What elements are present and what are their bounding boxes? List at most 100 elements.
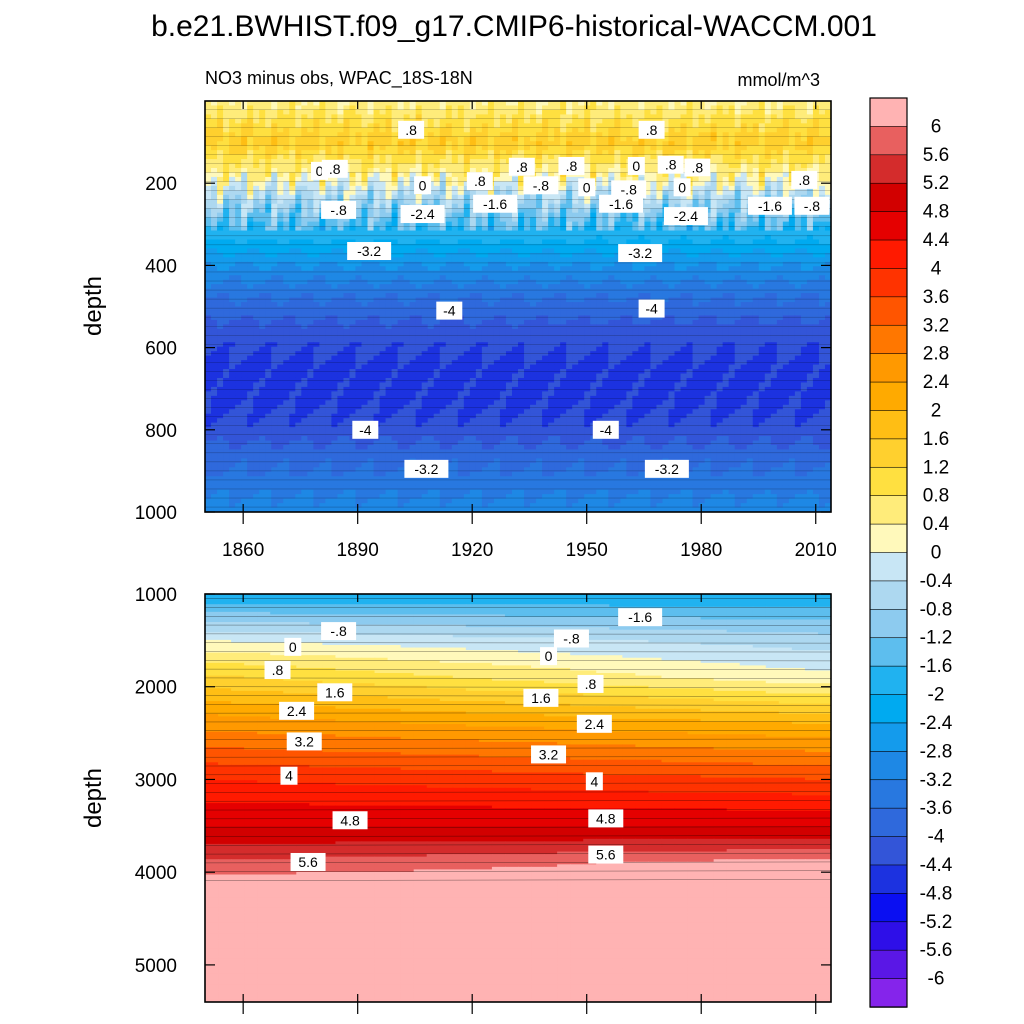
upper-field-cell: [367, 221, 375, 227]
upper-field-cell: [259, 266, 266, 272]
upper-field-cell: [704, 270, 712, 276]
upper-field-cell: [530, 279, 537, 285]
upper-field-cell: [487, 145, 495, 151]
upper-field-cell: [746, 275, 754, 281]
upper-field-cell: [632, 226, 639, 232]
upper-field-cell: [469, 257, 477, 263]
upper-field-cell: [451, 293, 459, 299]
upper-field-cell: [457, 230, 465, 236]
upper-field-cell: [746, 141, 754, 147]
upper-field-cell: [776, 297, 784, 303]
upper-field-cell: [572, 190, 579, 196]
upper-field-cell: [337, 217, 345, 223]
upper-field-cell: [367, 185, 375, 191]
upper-field-cell: [824, 172, 831, 178]
upper-field-cell: [229, 168, 236, 174]
upper-field-cell: [650, 279, 658, 285]
upper-field-cell: [277, 257, 284, 263]
upper-field-cell: [578, 217, 585, 223]
upper-field-cell: [439, 132, 447, 138]
upper-field-cell: [698, 118, 706, 124]
upper-field-cell: [337, 230, 345, 236]
upper-field-cell: [710, 306, 718, 312]
upper-field-cell: [806, 123, 814, 129]
upper-field-cell: [271, 101, 278, 107]
upper-field-cell: [283, 257, 290, 263]
upper-field-cell: [217, 293, 224, 299]
upper-field-cell: [301, 217, 308, 223]
upper-field-cell: [457, 101, 465, 107]
upper-field-cell: [710, 159, 718, 165]
upper-field-cell: [734, 132, 742, 138]
upper-field-cell: [487, 293, 495, 299]
upper-field-cell: [409, 194, 417, 200]
upper-field-cell: [241, 217, 248, 223]
upper-field-cell: [572, 275, 579, 281]
upper-field-cell: [247, 190, 254, 196]
upper-field-cell: [493, 212, 501, 218]
upper-field-cell: [253, 127, 260, 133]
upper-field-cell: [818, 109, 826, 115]
upper-field-cell: [355, 226, 363, 232]
upper-field-cell: [367, 293, 375, 299]
upper-field-cell: [560, 221, 567, 227]
upper-field-cell: [656, 190, 664, 196]
upper-field-cell: [674, 101, 682, 107]
upper-field-cell: [734, 118, 742, 124]
upper-field-cell: [824, 252, 831, 258]
upper-field-cell: [499, 248, 507, 254]
upper-field-cell: [283, 310, 290, 317]
upper-field-cell: [542, 252, 549, 258]
upper-field-cell: [217, 114, 224, 120]
upper-field-cell: [578, 302, 585, 308]
upper-field-cell: [313, 297, 320, 303]
upper-field-cell: [686, 230, 694, 236]
upper-field-cell: [812, 248, 820, 254]
upper-field-cell: [499, 212, 507, 218]
upper-field-cell: [313, 199, 320, 205]
upper-field-cell: [770, 261, 778, 267]
upper-field-cell: [241, 239, 248, 245]
upper-field-cell: [752, 163, 760, 169]
upper-field-cell: [493, 257, 501, 263]
upper-field-cell: [716, 132, 724, 138]
upper-field-cell: [662, 235, 670, 241]
upper-field-cell: [554, 212, 561, 218]
upper-field-cell: [331, 226, 339, 232]
upper-field-cell: [247, 310, 254, 317]
upper-field-cell: [379, 109, 387, 115]
upper-field-cell: [205, 150, 212, 156]
upper-field-cell: [283, 154, 290, 160]
upper-field-cell: [542, 288, 549, 294]
upper-field-cell: [536, 230, 543, 236]
upper-field-cell: [487, 163, 495, 169]
upper-field-cell: [415, 159, 423, 165]
upper-field-cell: [638, 101, 645, 107]
upper-field-cell: [325, 261, 332, 267]
upper-field-cell: [644, 230, 652, 236]
upper-field-cell: [656, 181, 664, 187]
upper-field-cell: [692, 190, 700, 196]
upper-field-cell: [421, 243, 429, 250]
upper-field-cell: [301, 293, 308, 299]
upper-field-cell: [578, 310, 585, 317]
upper-field-cell: [229, 127, 236, 133]
upper-field-cell: [295, 306, 302, 312]
upper-field-cell: [241, 109, 248, 115]
upper-field-cell: [259, 159, 266, 165]
upper-field-cell: [301, 252, 308, 258]
upper-field-cell: [235, 270, 242, 276]
upper-field-cell: [722, 132, 730, 138]
upper-field-cell: [277, 310, 284, 317]
upper-field-cell: [289, 212, 296, 218]
upper-field-cell: [764, 190, 772, 196]
upper-field-cell: [662, 127, 670, 133]
upper-field-cell: [379, 194, 387, 200]
upper-field-cell: [752, 226, 760, 232]
upper-field-cell: [704, 199, 712, 205]
upper-field-cell: [325, 302, 332, 308]
upper-field-cell: [283, 217, 290, 223]
upper-field-cell: [403, 190, 411, 196]
upper-field-cell: [409, 145, 417, 151]
upper-field-cell: [584, 310, 591, 317]
